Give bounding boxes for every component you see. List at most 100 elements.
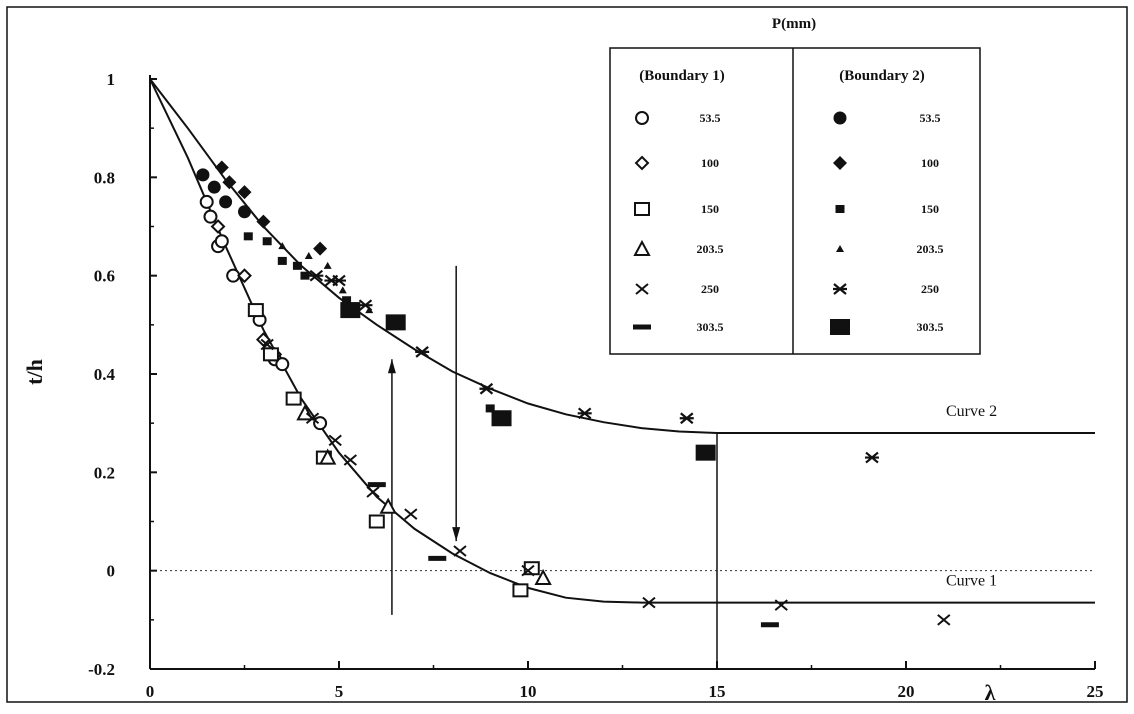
x-tick-label: 10	[520, 682, 537, 701]
legend-marker-open-diamond	[634, 155, 650, 171]
data-point-filled-square-small	[342, 296, 352, 305]
data-point-filled-circle	[196, 168, 210, 182]
filled-diamond-shape	[256, 214, 271, 229]
legend-value: 250	[701, 282, 719, 296]
asterisk-shape	[358, 299, 373, 312]
data-point-open-circle	[214, 234, 229, 249]
data-point-filled-circle	[219, 195, 233, 209]
filled-diamond-shape	[214, 160, 229, 175]
y-tick-label: 0.2	[94, 463, 115, 482]
data-point-cross	[305, 412, 320, 425]
x-tick-label: 20	[898, 682, 915, 701]
open-diamond-shape	[210, 219, 226, 234]
data-point-filled-triangle-small	[278, 242, 287, 250]
open-square-shape	[285, 391, 302, 406]
dash-shape	[760, 622, 779, 628]
legend: P(mm) (Boundary 1) (Boundary 2) 53.5 53.5 100…	[609, 16, 981, 355]
asterisk-shape	[415, 346, 430, 358]
filled-circle-shape	[207, 180, 221, 194]
guide-lines	[387, 265, 718, 669]
filled-square-small-shape	[342, 296, 352, 305]
legend-group-header: (Boundary 2)	[839, 68, 924, 84]
filled-circle-shape	[833, 111, 847, 125]
filled-square-large-shape	[695, 444, 716, 461]
y-axis-title: t/h	[22, 359, 47, 385]
open-square-shape	[634, 202, 650, 216]
x-tick-label: 15	[709, 682, 726, 701]
x-tick-label: 5	[335, 682, 344, 701]
cross-shape	[774, 599, 788, 611]
x-tick-label: 25	[1087, 682, 1104, 701]
open-circle-shape	[199, 194, 214, 209]
legend-box	[609, 47, 981, 355]
data-point-open-circle	[203, 209, 218, 224]
data-markers	[196, 160, 951, 628]
data-point-cross	[328, 434, 342, 447]
asterisk-shape	[309, 269, 324, 282]
filled-diamond-shape	[222, 175, 237, 190]
data-point-filled-triangle-small	[304, 252, 313, 259]
asterisk-shape	[679, 412, 694, 425]
cross-shape	[366, 486, 380, 498]
cross-shape	[404, 508, 418, 520]
up-arrow-head	[387, 359, 396, 374]
y-tick-label: 0.8	[94, 168, 115, 187]
data-point-filled-diamond	[237, 185, 252, 200]
legend-marker-filled-triangle-small	[836, 245, 844, 252]
legend-value: 150	[921, 202, 939, 216]
data-point-filled-square-large	[491, 410, 512, 427]
data-point-filled-square-large	[695, 444, 716, 461]
filled-square-small-shape	[262, 237, 272, 246]
data-point-open-square	[262, 347, 279, 362]
filled-diamond-shape	[237, 185, 252, 200]
data-point-open-circle	[313, 416, 328, 431]
legend-marker-filled-circle	[833, 111, 847, 125]
open-circle-shape	[203, 209, 218, 224]
filled-triangle-small-shape	[323, 261, 332, 269]
open-circle-shape	[275, 357, 290, 372]
filled-square-small-shape	[243, 232, 253, 241]
y-tick-label: -0.2	[88, 660, 115, 679]
data-point-cross	[343, 454, 357, 466]
asterisk-shape	[833, 283, 847, 295]
filled-square-large-shape	[830, 319, 850, 335]
dash-shape	[428, 555, 447, 561]
data-point-asterisk	[358, 299, 373, 312]
filled-square-large-shape	[385, 314, 406, 331]
legend-marker-cross	[635, 283, 649, 295]
filled-square-small-shape	[835, 205, 845, 213]
cross-shape	[937, 614, 951, 626]
data-point-open-diamond	[210, 219, 226, 234]
data-point-filled-square-large	[385, 314, 406, 331]
legend-title: P(mm)	[772, 16, 816, 32]
data-point-open-square	[285, 391, 302, 406]
data-point-cross	[642, 596, 656, 609]
data-point-filled-square-large	[340, 302, 361, 319]
data-point-cross	[366, 486, 380, 498]
open-triangle-shape	[379, 497, 397, 514]
data-point-filled-triangle-small	[323, 261, 332, 269]
data-point-filled-circle	[238, 205, 251, 219]
legend-marker-open-triangle	[633, 239, 651, 256]
y-tick-label: 0.4	[94, 365, 116, 384]
legend-marker-filled-square-large	[830, 319, 850, 335]
legend-value: 203.5	[697, 242, 724, 256]
y-tick-label: 0.6	[94, 267, 115, 286]
filled-circle-shape	[219, 195, 233, 209]
data-point-filled-triangle-small	[338, 286, 347, 294]
data-point-filled-diamond	[222, 175, 237, 190]
filled-triangle-small-shape	[304, 252, 313, 259]
data-point-asterisk	[332, 274, 346, 287]
data-point-asterisk	[309, 269, 324, 282]
asterisk-shape	[332, 274, 346, 287]
x-tick-label: 0	[146, 682, 155, 701]
legend-marker-filled-diamond	[833, 156, 847, 170]
legend-value: 303.5	[697, 320, 724, 334]
filled-circle-shape	[196, 168, 210, 182]
legend-value: 100	[921, 156, 939, 170]
y-tick-label: 0	[107, 562, 116, 581]
legend-value: 53.5	[920, 111, 941, 125]
